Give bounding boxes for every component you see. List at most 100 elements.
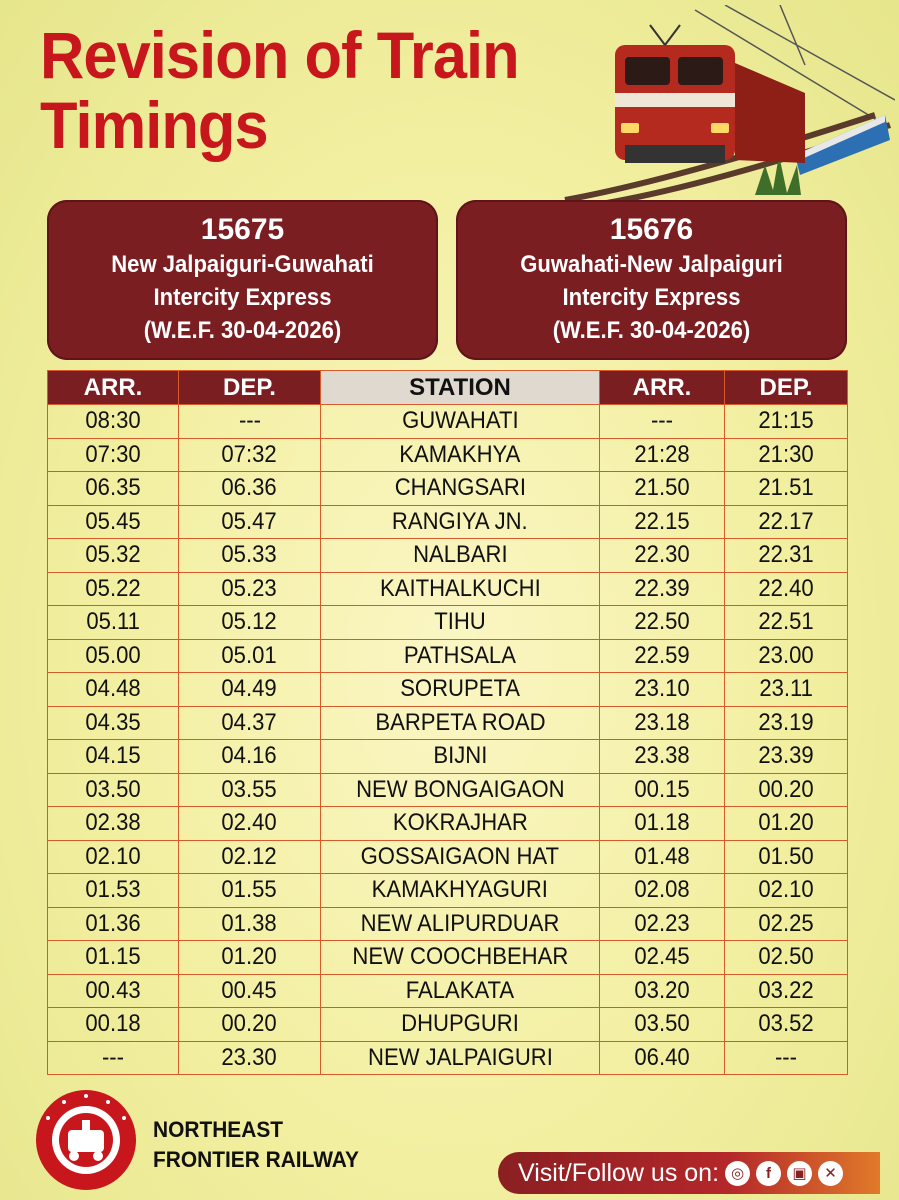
cell-station: NEW COOCHBEHAR <box>320 940 600 975</box>
cell-text: 00.45 <box>221 976 278 1004</box>
train-type: Intercity Express <box>153 284 332 311</box>
cell-dep-right: 02.25 <box>724 906 848 941</box>
cell-text: 21.50 <box>634 474 690 502</box>
cell-text: 03.20 <box>634 976 690 1004</box>
cell-arr-right: 23.18 <box>599 705 725 740</box>
cell-text: 23.00 <box>758 641 814 669</box>
cell-arr-left: 05.32 <box>47 538 179 573</box>
cell-arr-left: 04.35 <box>47 705 179 740</box>
cell-arr-left: 05.22 <box>47 571 179 606</box>
cell-dep-left: 01.38 <box>178 906 321 941</box>
table-row: 02.38 02.40 KOKRAJHAR 01.18 01.20 <box>47 806 848 841</box>
cell-text: --- <box>101 1043 125 1071</box>
cell-dep-left: 02.12 <box>178 839 321 874</box>
cell-arr-left: 01.36 <box>47 906 179 941</box>
cell-arr-left: 05.45 <box>47 504 179 539</box>
cell-text: 03.55 <box>221 775 278 803</box>
table-row: 03.50 03.55 NEW BONGAIGAON 00.15 00.20 <box>47 772 848 807</box>
facebook-icon[interactable]: f <box>756 1160 782 1186</box>
cell-text: BARPETA ROAD <box>374 708 546 736</box>
cell-text: 07:32 <box>221 440 278 468</box>
cell-text: 06.35 <box>85 474 141 502</box>
cell-text: 05.32 <box>85 541 141 569</box>
cell-text: 04.37 <box>221 708 278 736</box>
cell-text: 23.11 <box>759 675 813 703</box>
cell-station: CHANGSARI <box>320 471 600 506</box>
cell-station: KOKRAJHAR <box>320 806 600 841</box>
cell-arr-right: 02.45 <box>599 940 725 975</box>
cell-text: SORUPETA <box>400 675 520 703</box>
cell-dep-right: 22.31 <box>724 538 848 573</box>
cell-text: 00.20 <box>758 775 814 803</box>
cell-text: 01.50 <box>758 842 814 870</box>
cell-arr-left: 06.35 <box>47 471 179 506</box>
cell-text: 05.12 <box>221 608 278 636</box>
cell-dep-left: 07:32 <box>178 437 321 472</box>
cell-dep-left: 02.40 <box>178 806 321 841</box>
table-row: 07:30 07:32 KAMAKHYA 21:28 21:30 <box>47 437 848 472</box>
cell-text: --- <box>650 407 674 435</box>
cell-arr-left: 05.00 <box>47 638 179 673</box>
cell-dep-right: 02.50 <box>724 940 848 975</box>
cell-dep-left: 05.01 <box>178 638 321 673</box>
cell-text: 05.22 <box>85 574 141 602</box>
cell-station: FALAKATA <box>320 973 600 1008</box>
cell-text: 00.15 <box>634 775 690 803</box>
cell-dep-left: 05.47 <box>178 504 321 539</box>
table-row: 04.35 04.37 BARPETA ROAD 23.18 23.19 <box>47 705 848 740</box>
cell-station: NALBARI <box>320 538 600 573</box>
train-card-15676: 15676 Guwahati-New Jalpaiguri Intercity … <box>456 200 847 360</box>
cell-arr-right: 02.23 <box>599 906 725 941</box>
cell-dep-right: 22.17 <box>724 504 848 539</box>
cell-station: GOSSAIGAON HAT <box>320 839 600 874</box>
cell-text: KAMAKHYAGURI <box>371 876 549 904</box>
cell-station: BIJNI <box>320 739 600 774</box>
cell-station: BARPETA ROAD <box>320 705 600 740</box>
cell-arr-right: 06.40 <box>599 1040 725 1075</box>
table-row: --- 23.30 NEW JALPAIGURI 06.40 --- <box>47 1040 848 1075</box>
dribbble-icon[interactable]: ◎ <box>725 1160 751 1186</box>
cell-text: 22.17 <box>758 507 814 535</box>
cell-arr-left: 02.38 <box>47 806 179 841</box>
cell-text: 02.08 <box>634 876 690 904</box>
train-illustration <box>564 5 895 208</box>
cell-arr-right: 23.38 <box>599 739 725 774</box>
cell-text: DHUPGURI <box>401 1010 519 1038</box>
table-row: 06.35 06.36 CHANGSARI 21.50 21.51 <box>47 471 848 506</box>
table-row: 00.18 00.20 DHUPGURI 03.50 03.52 <box>47 1007 848 1042</box>
cell-text: 01.38 <box>221 909 278 937</box>
cell-text: 21:15 <box>758 407 814 435</box>
cell-text: 22.30 <box>634 541 690 569</box>
x-icon[interactable]: ✕ <box>818 1160 844 1186</box>
cell-text: 23.38 <box>634 742 690 770</box>
cell-text: 22.51 <box>758 608 814 636</box>
cell-dep-right: 01.50 <box>724 839 848 874</box>
cell-station: KAMAKHYAGURI <box>320 873 600 908</box>
cell-text: 23.19 <box>758 708 814 736</box>
cell-text: 23.10 <box>634 675 690 703</box>
cell-text: 01.55 <box>221 876 278 904</box>
train-number: 15676 <box>609 213 694 246</box>
cell-text: 01.20 <box>221 943 278 971</box>
cell-text: 02.38 <box>85 809 141 837</box>
cell-text: 22.15 <box>634 507 690 535</box>
cell-text: RANGIYA JN. <box>392 507 528 535</box>
instagram-icon[interactable]: ▣ <box>787 1160 813 1186</box>
cell-text: 04.35 <box>85 708 141 736</box>
cell-station: GUWAHATI <box>320 404 600 439</box>
header-arr-left: ARR. <box>47 370 179 405</box>
cell-text: 02.45 <box>634 943 690 971</box>
train-name: New Jalpaiguri-Guwahati <box>111 251 374 278</box>
cell-text: 01.36 <box>85 909 141 937</box>
cell-arr-right: 21:28 <box>599 437 725 472</box>
cell-text: 05.00 <box>85 641 141 669</box>
cell-arr-right: 22.59 <box>599 638 725 673</box>
page-title: Revision of Train Timings <box>40 20 561 160</box>
cell-dep-left: 00.20 <box>178 1007 321 1042</box>
organization-name: NORTHEAST FRONTIER RAILWAY <box>153 1115 359 1175</box>
cell-arr-left: 01.53 <box>47 873 179 908</box>
cell-text: 21:28 <box>634 440 690 468</box>
cell-dep-right: 03.52 <box>724 1007 848 1042</box>
cell-arr-left: 03.50 <box>47 772 179 807</box>
cell-dep-right: 23.00 <box>724 638 848 673</box>
